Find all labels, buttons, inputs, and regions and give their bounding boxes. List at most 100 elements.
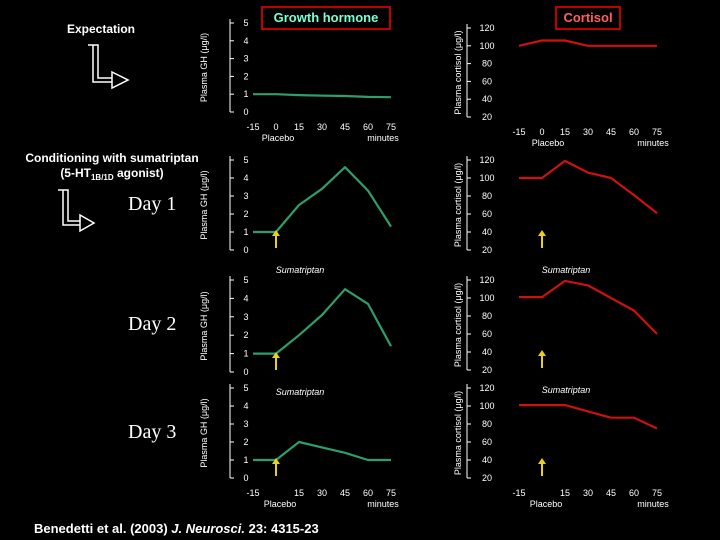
cortisol-day1-y-tick-label: 80 (482, 191, 492, 201)
gh-day2-y-tick-label: 5 (243, 275, 248, 285)
gh-day3-y-axis-title: Plasma GH (μg/l) (199, 398, 209, 467)
cortisol-expectation-x-tick-label: 75 (652, 127, 662, 137)
gh-day2-y-tick-label: 1 (243, 349, 248, 359)
cortisol-day1-y-tick-label: 120 (479, 155, 494, 165)
gh-day3-x-tick-label: 30 (317, 488, 327, 498)
gh-expectation-x-axis-title: minutes (367, 133, 399, 143)
gh-day1-y-tick-label: 2 (243, 209, 248, 219)
cortisol-expectation-x-tick-label: 0 (539, 127, 544, 137)
cortisol-expectation-y-tick-label: 20 (482, 112, 492, 122)
cortisol-expectation-panel: 20 40 60 80 100 120 Plasma cortisol (μg/l) -15 0… (453, 6, 669, 148)
gh-day3-y-tick-label: 2 (243, 437, 248, 447)
gh-expectation-y-tick-label: 0 (243, 107, 248, 117)
cortisol-day2-series-line (519, 279, 658, 335)
cortisol-day1-y-tick-label: 100 (479, 173, 494, 183)
cortisol-day1-series-line (519, 159, 658, 214)
day1-label: Day 1 (128, 193, 176, 215)
conditioning-curved-arrow-icon (58, 189, 96, 233)
gh-day3-series-line (253, 440, 391, 462)
gh-day2-injection-arrowhead (272, 352, 280, 358)
gh-day3-y-tick-label: 1 (243, 455, 248, 465)
cortisol-day3-x-tick-label: 15 (560, 488, 570, 498)
cortisol-day3-x-tick-label: 75 (652, 488, 662, 498)
cortisol-expectation-arrow-label: Placebo (532, 138, 565, 148)
cortisol-day1-y-axis-title: Plasma cortisol (μg/l) (453, 163, 463, 247)
gh-day3-y-tick-label: 5 (243, 383, 248, 393)
gh-day1-y-tick-label: 1 (243, 227, 248, 237)
cortisol-day3-y-tick-label: 100 (479, 401, 494, 411)
gh-expectation-y-tick-label: 3 (243, 54, 248, 64)
cortisol-day3-arrow-label: Placebo (530, 499, 563, 509)
cortisol-day2-y-tick-label: 20 (482, 365, 492, 375)
gh-day2-y-axis-title: Plasma GH (μg/l) (199, 291, 209, 360)
cortisol-day3-y-tick-label: 60 (482, 437, 492, 447)
cortisol-expectation-y-axis-title: Plasma cortisol (μg/l) (453, 30, 463, 114)
cortisol-day2-y-tick-label: 40 (482, 347, 492, 357)
cortisol-expectation-x-tick-label: 30 (583, 127, 593, 137)
gh-day1-series-line (253, 166, 392, 234)
gh-day1-y-axis-title: Plasma GH (μg/l) (199, 170, 209, 239)
gh-day3-x-tick-label: 75 (386, 488, 396, 498)
gh-day3-y-tick-label: 0 (243, 473, 248, 483)
cortisol-day3-panel: 20 40 60 80 100 120 Plasma cortisol (μg/l) -15 1… (453, 383, 669, 509)
gh-day3-y-tick-label: 3 (243, 419, 248, 429)
cortisol-day1-y-tick-label: 20 (482, 245, 492, 255)
cortisol-day1-arrow-label: Sumatriptan (542, 265, 591, 275)
gh-day2-series-line (253, 288, 392, 355)
gh-expectation-x-tick-label: 45 (340, 122, 350, 132)
cortisol-day1-y-tick-label: 40 (482, 227, 492, 237)
cortisol-day2-y-tick-label: 80 (482, 311, 492, 321)
day3-label: Day 3 (128, 421, 176, 443)
cortisol-day3-series-line (519, 404, 658, 430)
gh-day2-y-tick-label: 2 (243, 330, 248, 340)
cortisol-day2-y-tick-label: 60 (482, 329, 492, 339)
gh-expectation-title: Growth hormone (274, 10, 379, 25)
cortisol-day3-y-tick-label: 120 (479, 383, 494, 393)
cortisol-day3-x-axis-title: minutes (637, 499, 669, 509)
cortisol-day3-x-tick-label: 30 (583, 488, 593, 498)
cortisol-expectation-y-tick-label: 60 (482, 76, 492, 86)
gh-expectation-x-tick-label: 75 (386, 122, 396, 132)
gh-day2-y-tick-label: 3 (243, 312, 248, 322)
gh-day2-arrow-label: Sumatriptan (276, 387, 325, 397)
gh-day3-x-tick-label: 60 (363, 488, 373, 498)
cortisol-day3-y-tick-label: 40 (482, 455, 492, 465)
gh-day1-y-tick-label: 3 (243, 191, 248, 201)
cortisol-day3-x-tick-label: 60 (629, 488, 639, 498)
cortisol-day2-y-tick-label: 120 (479, 275, 494, 285)
cortisol-day2-injection-arrowhead (538, 350, 546, 356)
cortisol-day3-y-tick-label: 20 (482, 473, 492, 483)
cortisol-expectation-x-axis-title: minutes (637, 138, 669, 148)
gh-day2-panel: 0 1 2 3 4 5 Plasma GH (μg/l) Sumatriptan (199, 275, 392, 397)
gh-day3-arrow-label: Placebo (264, 499, 297, 509)
cortisol-expectation-x-tick-label: 15 (560, 127, 570, 137)
cortisol-day3-y-tick-label: 80 (482, 419, 492, 429)
gh-day2-y-tick-label: 4 (243, 293, 248, 303)
gh-day3-y-tick-label: 4 (243, 401, 248, 411)
cortisol-day3-y-axis-title: Plasma cortisol (μg/l) (453, 391, 463, 475)
cortisol-day1-y-tick-label: 60 (482, 209, 492, 219)
cortisol-expectation-y-tick-label: 120 (479, 23, 494, 33)
gh-expectation-y-tick-label: 5 (243, 18, 248, 28)
gh-day2-y-tick-label: 0 (243, 367, 248, 377)
gh-day1-arrow-label: Sumatriptan (276, 265, 325, 275)
cortisol-expectation-y-tick-label: 100 (479, 41, 494, 51)
cortisol-expectation-x-tick-label: -15 (512, 127, 525, 137)
gh-day1-y-tick-label: 4 (243, 173, 248, 183)
cortisol-expectation-series-line (518, 39, 657, 47)
cortisol-expectation-x-tick-label: 45 (606, 127, 616, 137)
cortisol-day1-injection-arrowhead (538, 230, 546, 236)
gh-expectation-y-tick-label: 2 (243, 71, 248, 81)
cortisol-day3-x-tick-label: -15 (512, 488, 525, 498)
cortisol-expectation-title: Cortisol (563, 10, 612, 25)
gh-day3-x-tick-label: 15 (294, 488, 304, 498)
gh-day1-y-tick-label: 0 (243, 245, 248, 255)
cortisol-expectation-y-tick-label: 40 (482, 94, 492, 104)
cortisol-day2-y-axis-title: Plasma cortisol (μg/l) (453, 283, 463, 367)
gh-day3-injection-arrowhead (272, 458, 280, 464)
gh-expectation-x-tick-label: 0 (273, 122, 278, 132)
gh-expectation-x-tick-label: 30 (317, 122, 327, 132)
gh-expectation-x-tick-label: 15 (294, 122, 304, 132)
expectation-label: Expectation (67, 22, 135, 36)
